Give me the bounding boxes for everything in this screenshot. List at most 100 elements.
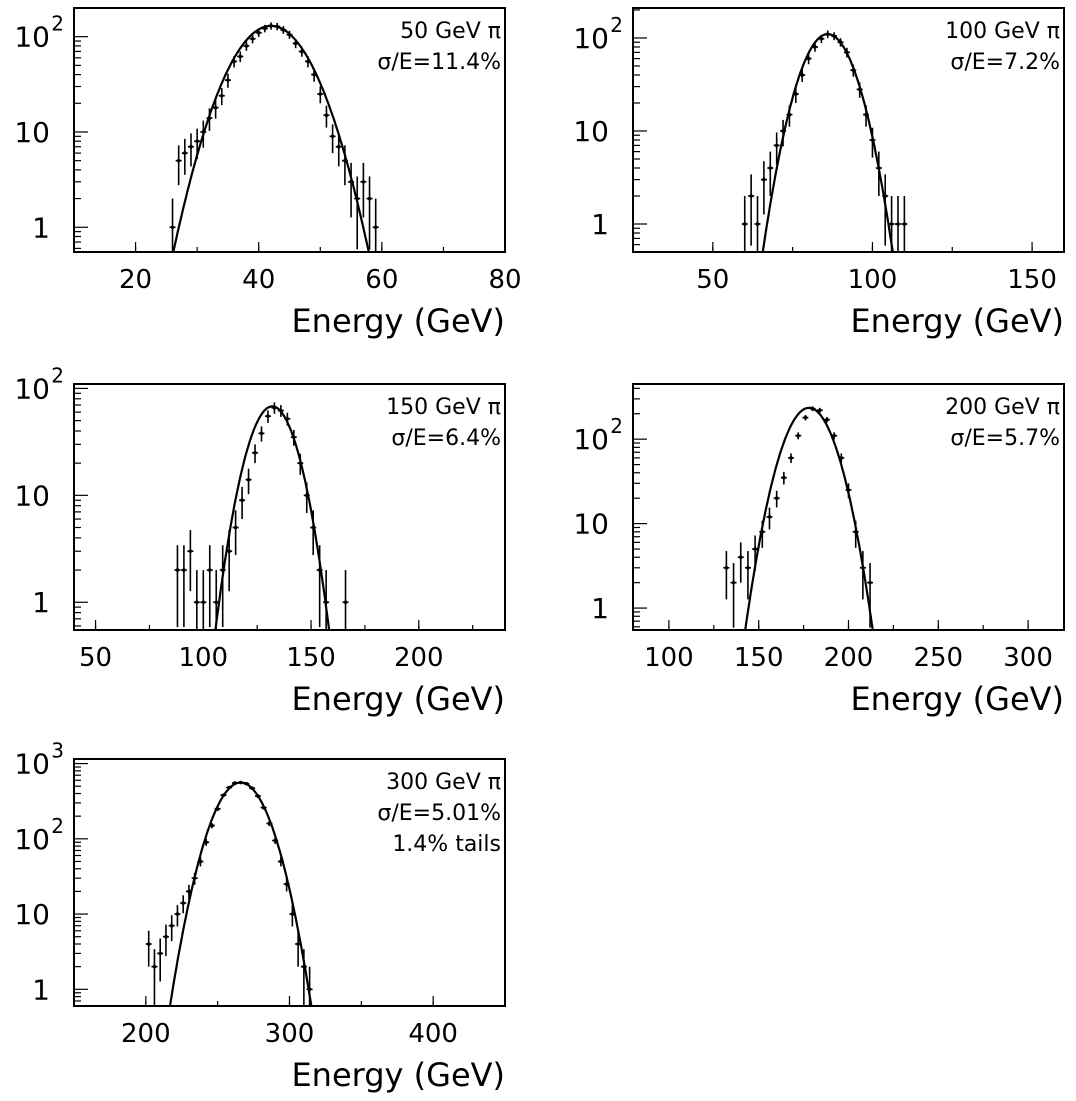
data-point [746,565,750,570]
annotation: σ/E=6.4% [391,426,501,451]
x-tick-label: 80 [488,265,521,295]
annotation: 50 GeV π [400,19,501,44]
data-point [219,93,224,98]
data-point [768,166,773,170]
data-point [817,408,822,413]
data-point [195,600,199,605]
data-point [250,37,255,41]
data-point [266,414,270,418]
y-tick-exponent: 2 [610,13,623,37]
x-tick-label: 400 [408,1019,458,1049]
data-point [188,549,193,554]
gaussian-fit-curve [761,32,894,252]
x-tick-label: 150 [286,643,336,673]
x-axis-label: Energy (GeV) [291,302,505,340]
data-point [296,942,300,946]
y-tick-exponent: 2 [51,363,64,387]
x-tick-label: 250 [913,643,963,673]
x-tick-label: 100 [848,265,898,295]
data-point [868,580,872,585]
data-point [806,56,811,61]
data-point [742,222,747,226]
y-tick-label: 1 [591,592,609,625]
annotation: 100 GeV π [945,19,1060,44]
data-point [259,431,264,436]
annotation: 200 GeV π [945,395,1060,420]
x-axis-label: Energy (GeV) [850,680,1064,718]
data-point [832,433,836,438]
data-point [774,143,779,148]
data-point [336,144,341,149]
x-tick-label: 300 [1003,643,1053,673]
data-point [146,942,151,946]
data-point [233,525,238,530]
y-tick-label: 1 [591,208,609,241]
data-point [182,568,186,572]
y-tick-label: 10 [14,372,50,405]
y-tick-exponent: 2 [610,414,623,438]
plot-frame [73,383,506,631]
data-point [158,951,162,956]
data-point [825,417,829,422]
x-tick-label: 50 [79,643,112,673]
x-tick-label: 200 [394,643,444,673]
gaussian-fit-curve [168,781,313,1006]
annotation: σ/E=7.2% [950,50,1060,75]
data-point [207,568,212,572]
annotation: σ/E=11.4% [377,50,501,75]
y-tick-label: 10 [14,748,50,781]
data-point [290,912,295,916]
gaussian-fit-curve [744,406,874,630]
y-tick-label: 1 [32,973,50,1006]
data-point [762,177,766,182]
data-point [767,515,772,519]
data-point [201,600,206,605]
data-point [800,73,805,77]
y-tick-label: 10 [573,115,609,148]
x-tick-label: 20 [119,265,152,295]
data-point [175,568,180,572]
x-tick-label: 60 [365,265,398,295]
x-tick-label: 150 [1007,265,1057,295]
y-tick-label: 1 [32,586,50,619]
data-point [183,151,187,155]
annotation: 300 GeV π [386,770,501,795]
data-point [330,134,335,139]
data-point [896,222,900,226]
data-point [176,158,181,163]
data-point [226,78,230,82]
data-point [367,196,372,201]
y-tick-label: 10 [14,21,50,54]
x-tick-label: 300 [265,1019,315,1049]
y-tick-label: 10 [14,116,50,149]
x-axis-label: Energy (GeV) [291,1056,505,1094]
data-point [902,222,907,226]
data-point [253,450,257,455]
data-point [195,139,199,144]
data-point [246,477,251,482]
y-tick-label: 1 [32,211,50,244]
data-point [214,600,219,605]
plot-frame [632,7,1065,253]
x-tick-label: 150 [734,643,784,673]
data-point [181,901,185,905]
x-tick-label: 100 [644,643,694,673]
y-tick-label: 10 [14,898,50,931]
x-tick-label: 50 [696,265,729,295]
y-tick-label: 10 [14,479,50,512]
data-point [738,555,743,560]
data-point [731,580,736,585]
annotation: σ/E=5.7% [950,426,1060,451]
y-tick-exponent: 2 [51,12,64,36]
x-axis-label: Energy (GeV) [850,302,1064,340]
data-point [343,600,348,605]
data-point [187,889,191,894]
data-point [244,44,249,48]
y-tick-label: 10 [573,22,609,55]
